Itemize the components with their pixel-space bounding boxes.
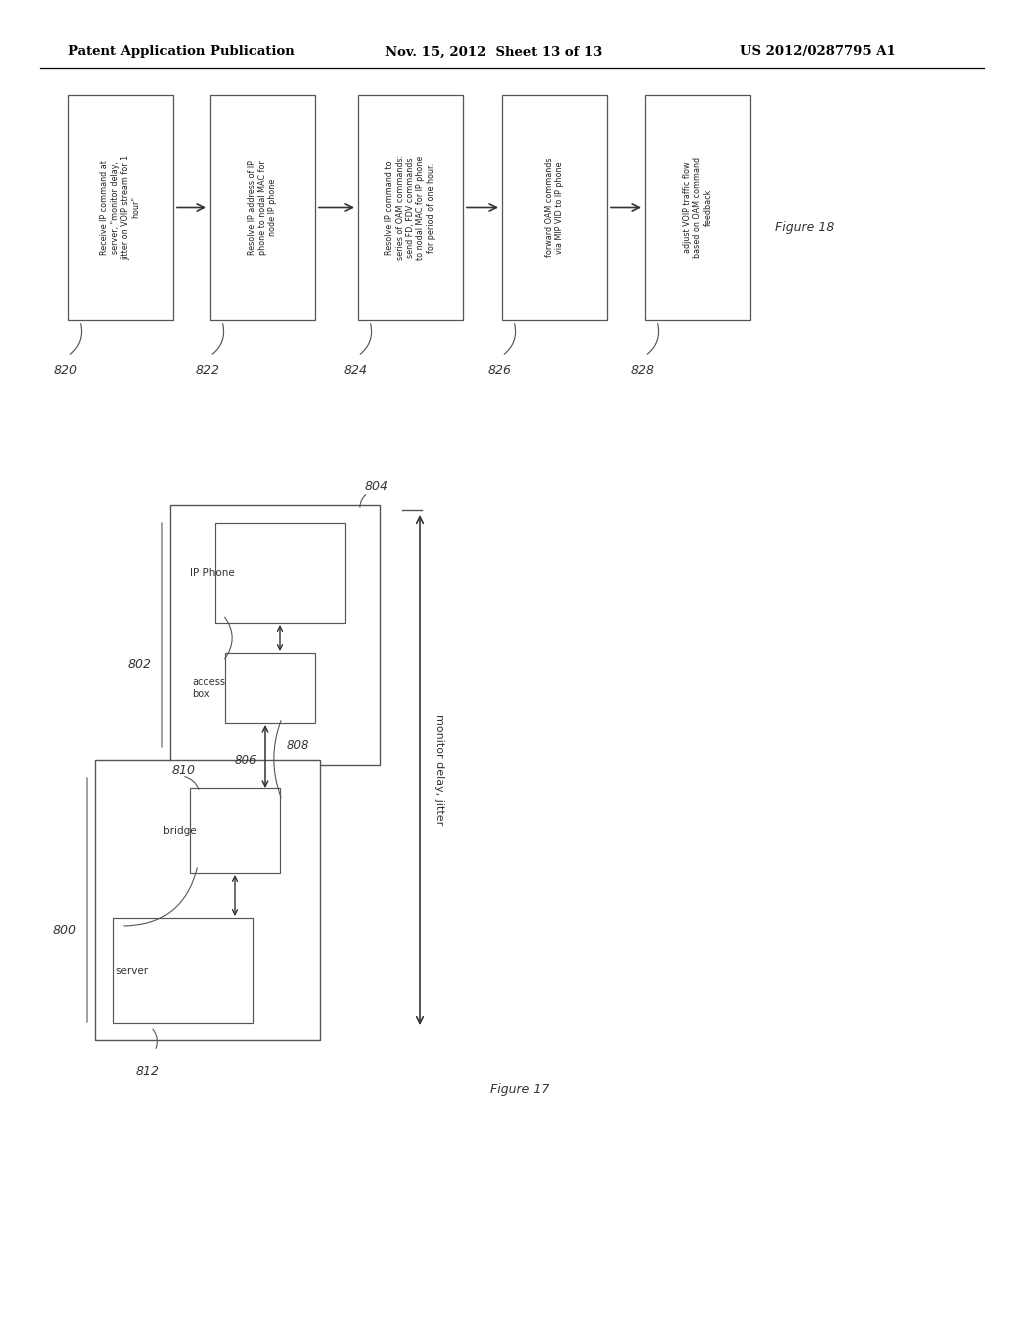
Bar	[645, 95, 750, 319]
Text: Resolve IP command to
series of OAM commands:
send FD, FDV commands
to nodal MAC: Resolve IP command to series of OAM comm…	[385, 154, 436, 260]
Bar	[502, 95, 607, 319]
Text: 820: 820	[54, 364, 78, 378]
Text: access
box: access box	[193, 677, 225, 698]
Text: 800: 800	[53, 924, 77, 936]
Text: forward OAM commands
via MIP VID to IP phone: forward OAM commands via MIP VID to IP p…	[545, 158, 564, 257]
Text: adjust VOIP traffic flow
based on OAM command
feedback: adjust VOIP traffic flow based on OAM co…	[683, 157, 713, 259]
Bar	[113, 917, 253, 1023]
Bar	[95, 760, 319, 1040]
Text: bridge: bridge	[163, 825, 197, 836]
Text: 812: 812	[136, 1065, 160, 1078]
Text: Receive IP command at
server, "monitor delay,
jitter on VOIP stream for 1
hour": Receive IP command at server, "monitor d…	[100, 154, 140, 260]
Bar	[225, 653, 315, 723]
Text: 828: 828	[631, 364, 655, 378]
Bar	[68, 95, 173, 319]
Text: US 2012/0287795 A1: US 2012/0287795 A1	[740, 45, 896, 58]
Bar	[170, 506, 380, 766]
Text: IP Phone: IP Phone	[190, 568, 234, 578]
Text: 806: 806	[234, 754, 257, 767]
Text: Nov. 15, 2012  Sheet 13 of 13: Nov. 15, 2012 Sheet 13 of 13	[385, 45, 602, 58]
Text: 804: 804	[365, 480, 389, 494]
Text: Patent Application Publication: Patent Application Publication	[68, 45, 295, 58]
Text: 826: 826	[488, 364, 512, 378]
Bar	[215, 523, 345, 623]
Text: 802: 802	[128, 659, 152, 672]
Text: monitor delay, jitter: monitor delay, jitter	[434, 714, 444, 825]
Text: 810: 810	[172, 763, 196, 776]
Text: Figure 17: Figure 17	[490, 1084, 549, 1097]
Text: 824: 824	[344, 364, 368, 378]
Bar	[190, 788, 280, 873]
Text: Figure 18: Figure 18	[775, 220, 835, 234]
Bar	[210, 95, 315, 319]
Text: server: server	[115, 965, 148, 975]
Text: Resolve IP address of IP
phone to nodal MAC for
node IP phone: Resolve IP address of IP phone to nodal …	[248, 160, 278, 255]
Bar	[358, 95, 463, 319]
Text: 808: 808	[287, 739, 309, 752]
Text: 822: 822	[196, 364, 220, 378]
